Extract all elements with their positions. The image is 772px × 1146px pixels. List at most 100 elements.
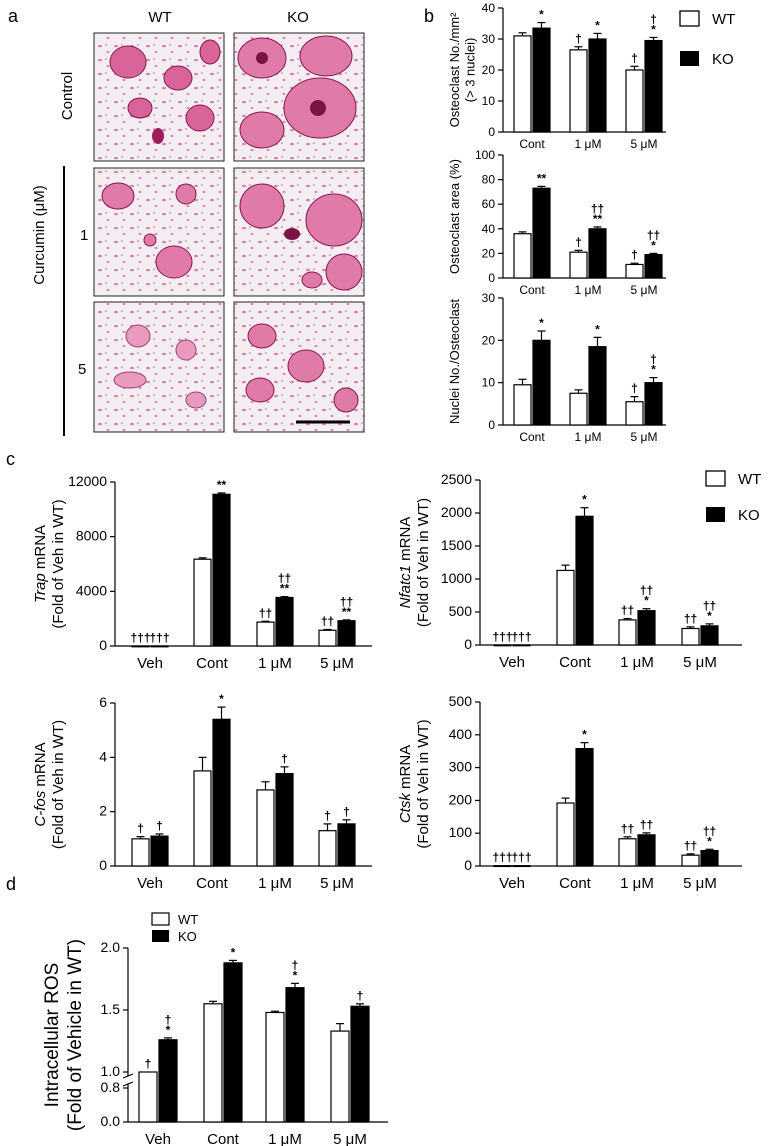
legend-b-ko: KO bbox=[712, 51, 734, 68]
significance-label: ** bbox=[342, 605, 352, 619]
y-tick-label: 2 bbox=[99, 803, 107, 819]
y-tick-label: 0 bbox=[488, 418, 495, 432]
significance-label: † bbox=[650, 353, 657, 367]
significance-label: ††† bbox=[492, 630, 512, 644]
significance-label: * bbox=[166, 1023, 171, 1037]
legend-d: WT KO bbox=[151, 912, 198, 944]
y-tick-label: 1.0 bbox=[101, 1063, 121, 1079]
significance-label: * bbox=[539, 8, 544, 22]
x-tick-label: 1 μM bbox=[258, 875, 292, 892]
y-tick-label: 0 bbox=[99, 857, 107, 873]
y-tick-label: 500 bbox=[449, 693, 473, 709]
x-tick-label: 1 μM bbox=[268, 1131, 302, 1146]
significance-label: † bbox=[343, 805, 350, 819]
micrograph-wt-5um bbox=[93, 301, 225, 433]
bar-wt bbox=[618, 619, 637, 646]
legend-b-wt: WT bbox=[712, 11, 735, 28]
legend-d-wt: WT bbox=[178, 912, 198, 927]
significance-label: †† bbox=[703, 824, 716, 838]
x-tick-label: Veh bbox=[145, 1131, 171, 1146]
bar-wt bbox=[193, 558, 212, 647]
significance-label: †† bbox=[647, 228, 660, 242]
bar-wt bbox=[681, 627, 700, 646]
row-label-control: Control bbox=[59, 72, 76, 120]
bar-ko bbox=[644, 382, 663, 426]
y-tick-label: 4000 bbox=[76, 582, 107, 598]
y-tick-label: 1.5 bbox=[101, 1001, 121, 1017]
y-axis-label: Nfatc1 mRNA(Fold of Veh in WT) bbox=[397, 498, 432, 627]
x-tick-label: Veh bbox=[137, 875, 163, 892]
panel-label-d: d bbox=[6, 874, 16, 894]
bar-wt bbox=[681, 854, 700, 867]
legend-c-ko: KO bbox=[738, 507, 760, 524]
significance-label: * bbox=[595, 322, 600, 336]
bar-wt bbox=[556, 569, 575, 646]
micrograph-panel: WT KO Control Curcumin (μM) 1 5 bbox=[31, 9, 365, 436]
bar-wt bbox=[569, 251, 588, 279]
column-label-wt: WT bbox=[148, 9, 171, 26]
y-tick-label: 20 bbox=[482, 63, 496, 77]
bar-ko bbox=[512, 644, 531, 647]
bar-ko bbox=[512, 865, 531, 868]
significance-label: * bbox=[582, 493, 587, 507]
bar-wt bbox=[138, 1071, 158, 1123]
significance-label: † bbox=[631, 51, 638, 65]
bar-ko bbox=[337, 620, 356, 647]
bar-ko bbox=[575, 747, 594, 867]
y-tick-label: 6 bbox=[99, 694, 107, 710]
y-tick-label: 30 bbox=[482, 291, 496, 305]
significance-label: †† bbox=[340, 595, 353, 609]
significance-label: † bbox=[357, 989, 364, 1003]
micrograph-ko-control bbox=[233, 32, 365, 162]
significance-label: ** bbox=[537, 171, 547, 185]
chart-d: 0.0 0.81.0 1.5 2.0 Intracellular ROS(Fold of… bbox=[42, 939, 388, 1146]
bar-wt bbox=[556, 802, 575, 867]
bar-ko bbox=[212, 718, 231, 867]
bar-wt bbox=[256, 621, 275, 647]
y-tick-label: 1500 bbox=[441, 537, 472, 553]
significance-label: † bbox=[292, 958, 299, 972]
bar-wt bbox=[625, 263, 644, 279]
significance-label: * bbox=[582, 728, 587, 742]
bar-wt bbox=[493, 644, 512, 647]
significance-label: * bbox=[293, 968, 298, 982]
significance-label: ** bbox=[217, 478, 227, 492]
significance-label: * bbox=[219, 692, 224, 706]
bar-ko bbox=[532, 339, 551, 426]
significance-label: †† bbox=[640, 584, 653, 598]
y-tick-label: 0 bbox=[99, 637, 107, 653]
x-tick-label: 1 μM bbox=[620, 654, 654, 671]
significance-label: † bbox=[631, 248, 638, 262]
x-tick-label: 1 μM bbox=[620, 875, 654, 892]
y-axis-label: C-fos mRNA(Fold of Veh in WT) bbox=[32, 720, 67, 849]
bar-ko bbox=[158, 1039, 178, 1123]
bar-ko bbox=[532, 187, 551, 279]
significance-label: * bbox=[644, 594, 649, 608]
y-tick-label: 0 bbox=[464, 857, 472, 873]
y-axis-label: Ctsk mRNA(Fold of Veh in WT) bbox=[397, 719, 432, 848]
chart-c3: 0 2 4 6 C-fos mRNA(Fold of Veh in WT) Veh † † Co… bbox=[32, 692, 372, 892]
micrograph-wt-1um bbox=[93, 167, 225, 297]
y-tick-label: 400 bbox=[449, 726, 473, 742]
significance-label: ** bbox=[280, 582, 290, 596]
micrograph-ko-5um bbox=[233, 301, 365, 433]
significance-label: * bbox=[539, 316, 544, 330]
x-tick-label: Cont bbox=[519, 430, 545, 444]
y-tick-label: 10 bbox=[482, 94, 496, 108]
bar-wt bbox=[569, 49, 588, 133]
significance-label: * bbox=[651, 238, 656, 252]
y-tick-label: 4 bbox=[99, 748, 107, 764]
significance-label: † bbox=[575, 32, 582, 46]
micrograph-wt-control bbox=[93, 32, 225, 162]
y-tick-label: 100 bbox=[449, 824, 473, 840]
axis-break-mark bbox=[122, 1081, 134, 1087]
y-tick-label: 0.0 bbox=[101, 1113, 121, 1129]
x-tick-label: 5 μM bbox=[333, 1131, 367, 1146]
panel-label-c: c bbox=[6, 449, 15, 469]
bar-ko bbox=[350, 1005, 370, 1123]
x-tick-label: 5 μM bbox=[683, 654, 717, 671]
panel-label-a: a bbox=[8, 6, 19, 26]
x-tick-label: Cont bbox=[519, 137, 545, 151]
y-axis-label: Intracellular ROS(Fold of Vehicle in WT) bbox=[42, 939, 86, 1131]
